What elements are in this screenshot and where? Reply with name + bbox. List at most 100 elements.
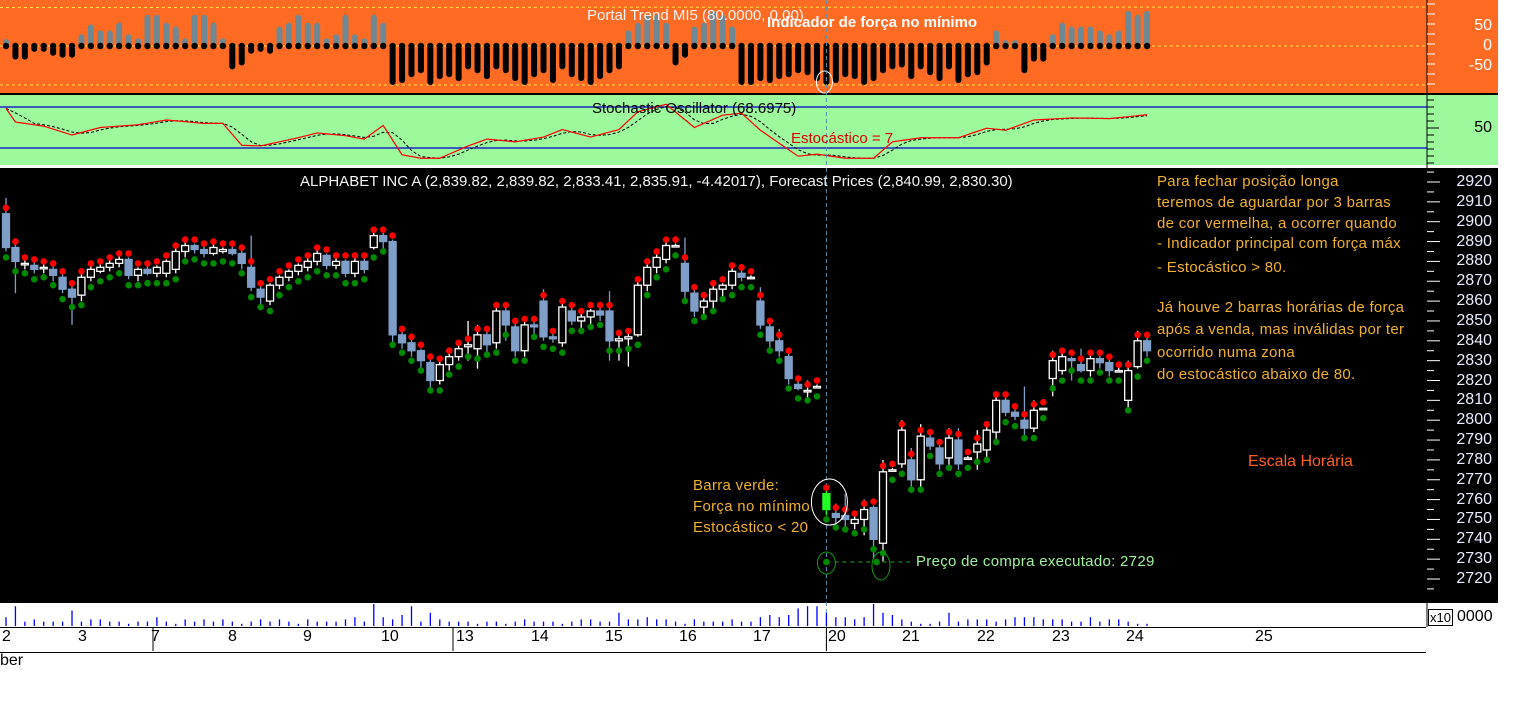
forecast-high-dot — [728, 262, 736, 269]
forecast-low-dot — [191, 256, 198, 263]
candle-body — [58, 276, 67, 290]
forecast-low-dot — [926, 452, 934, 460]
indicator-bar — [1087, 26, 1094, 46]
candle-body — [793, 383, 803, 390]
indicator-zero-dot — [144, 42, 151, 50]
forecast-high-dot — [804, 381, 811, 388]
candle-body — [718, 284, 727, 290]
candle-body — [784, 356, 793, 380]
forecast-high-dot — [775, 331, 783, 339]
indicator-zero-dot — [21, 42, 29, 50]
forecast-low-dot — [653, 273, 660, 281]
forecast-high-dot — [474, 325, 481, 333]
candle-body — [595, 310, 605, 316]
indicator-zero-dot — [700, 42, 708, 50]
indicator-bar — [832, 46, 839, 84]
forecast-low-dot — [49, 281, 57, 289]
forecast-low-dot — [841, 526, 849, 533]
forecast-high-dot — [870, 498, 877, 505]
candle-body — [520, 324, 529, 352]
indicator-zero-dot — [738, 42, 745, 50]
indicator-zero-dot — [596, 42, 604, 50]
forecast-low-dot — [445, 371, 453, 378]
indicator-zero-dot — [917, 42, 924, 50]
annotation-line: de cor vermelha, a ocorrer quando — [1157, 215, 1398, 232]
date-label: 10 — [381, 628, 399, 645]
indicator-zero-dot — [59, 42, 66, 50]
indicator-bar — [408, 46, 415, 78]
indicator-bar — [436, 46, 443, 80]
candle-body — [209, 246, 218, 255]
indicator-bar — [144, 14, 151, 47]
indicator-zero-dot — [266, 42, 274, 50]
forecast-high-dot — [549, 327, 557, 335]
indicator-zero-dot — [361, 42, 368, 50]
candle-body — [775, 340, 784, 352]
forecast-high-dot — [408, 333, 415, 341]
price-ytick: 2800 — [1456, 411, 1492, 429]
forecast-high-dot — [1106, 353, 1113, 360]
forecast-high-dot — [436, 355, 444, 362]
indicator-zero-dot — [1030, 42, 1038, 50]
forecast-low-dot — [540, 343, 547, 351]
indicator-zero-dot — [908, 42, 915, 50]
forecast-low-dot — [907, 486, 915, 493]
candle-body — [1010, 411, 1020, 417]
candle-body — [265, 284, 275, 302]
forecast-high-dot — [370, 226, 378, 233]
forecast-low-dot — [389, 341, 396, 349]
forecast-high-dot — [1124, 361, 1132, 368]
candle-body — [416, 350, 426, 362]
indicator-zero-dot — [1021, 42, 1028, 50]
forecast-high-dot — [12, 238, 19, 245]
candle-body — [812, 385, 822, 389]
indicator-zero-dot — [587, 42, 594, 50]
annotation-line: ocorrido numa zona — [1157, 344, 1295, 361]
forecast-low-dot — [332, 271, 340, 279]
indicator-zero-dot — [757, 42, 764, 50]
indicator-bar — [512, 46, 519, 82]
price-ytick: 2870 — [1456, 272, 1492, 290]
date-label: 13 — [456, 628, 474, 645]
indicator-bar — [1134, 14, 1141, 47]
forecast-high-dot — [973, 434, 981, 442]
forecast-low-dot — [1068, 367, 1075, 374]
indicator-bar — [370, 14, 377, 47]
forecast-high-dot — [1021, 410, 1028, 418]
indicator-zero-dot — [728, 42, 736, 50]
forecast-low-dot — [436, 387, 444, 394]
stochastic-ytick: 50 — [1474, 119, 1492, 136]
forecast-high-dot — [87, 260, 95, 267]
candle-body — [1, 213, 11, 249]
indicator-zero-dot — [719, 42, 726, 50]
candle-body — [369, 234, 378, 249]
indicator-ytick: 0 — [1483, 37, 1492, 54]
indicator-bar — [917, 46, 924, 70]
indicator-bar — [672, 46, 679, 66]
candle-body — [1105, 361, 1114, 372]
candle-body — [831, 512, 840, 519]
candle-body — [181, 244, 190, 253]
forecast-low-dot — [917, 486, 925, 493]
date-label: 16 — [679, 628, 697, 645]
candle-body — [954, 439, 963, 465]
indicator-zero-dot — [115, 42, 123, 50]
indicator-zero-dot — [304, 42, 311, 50]
forecast-low-dot — [257, 303, 264, 311]
indicator-bar — [804, 46, 811, 76]
forecast-low-dot — [115, 270, 123, 277]
forecast-low-dot — [97, 277, 104, 285]
forecast-low-dot — [153, 279, 161, 287]
price-ytick: 2850 — [1456, 311, 1492, 329]
price-panel — [0, 168, 1498, 603]
indicator-zero-dot — [380, 42, 387, 50]
stochastic-annotation: Estocástico = 7 — [791, 130, 894, 147]
forecast-high-dot — [181, 236, 189, 243]
candle-body — [859, 508, 869, 521]
candle-body — [916, 435, 925, 481]
volume-scale-suffix: 0000 — [1457, 608, 1493, 625]
forecast-high-dot — [587, 301, 594, 309]
indicator-zero-dot — [40, 42, 47, 50]
candle-body — [888, 469, 897, 472]
forecast-high-dot — [21, 254, 29, 261]
